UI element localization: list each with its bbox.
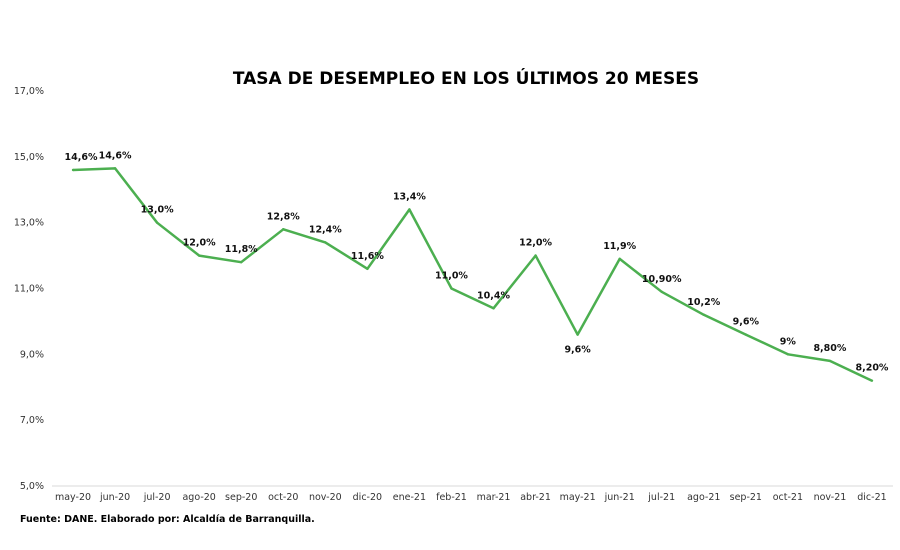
series-unemployment-rate [71,167,874,382]
data-label: 14,6% [99,150,132,161]
data-label: 11,8% [225,244,258,255]
data-label: 10,90% [642,274,682,285]
data-point [744,333,748,336]
x-tick-label: ago-20 [182,492,215,503]
x-tick-label: may-21 [560,492,596,503]
x-tick-label: jul-21 [647,492,675,503]
data-point [71,168,75,172]
x-tick-label: feb-21 [436,492,467,503]
data-point [155,221,159,224]
data-point [576,333,579,336]
data-point [240,260,243,264]
data-point [534,254,537,257]
data-point [113,167,117,170]
data-label: 8,20% [855,363,888,374]
data-label: 12,0% [519,238,552,249]
x-tick-label: sep-21 [730,492,762,503]
y-axis: 5,0% 7,0% 9,0% 11,0% 13,0% 15,0% 17,0% [14,86,44,492]
data-label: 12,4% [309,224,342,235]
y-tick-label: 13,0% [14,218,44,229]
data-point [324,241,327,244]
x-tick-label: ago-21 [687,492,720,503]
x-tick-label: oct-21 [773,492,803,503]
source-note: Fuente: DANE. Elaborado por: Alcaldía de… [20,514,315,525]
y-tick-label: 15,0% [14,152,44,163]
y-tick-label: 9,0% [20,349,44,360]
x-tick-label: ene-21 [393,492,426,503]
data-point [660,290,663,293]
data-label: 9,6% [564,345,591,356]
data-label: 12,8% [267,211,300,222]
data-label: 11,6% [351,251,384,262]
data-label: 11,9% [603,241,636,252]
x-tick-label: jun-20 [99,492,130,503]
x-tick-label: nov-21 [814,492,847,503]
x-tick-label: sep-20 [225,492,257,503]
data-label: 13,0% [141,205,174,216]
data-point [450,287,453,290]
data-label: 12,0% [183,238,216,249]
x-tick-label: oct-20 [268,492,298,503]
data-point [366,267,369,270]
data-point [828,359,832,363]
x-tick-label: may-20 [55,492,91,503]
data-point [197,254,201,257]
y-tick-label: 5,0% [20,481,44,492]
data-labels: 14,6% 14,6% 13,0% 12,0% 11,8% 12,8% 12,4% 11,6%… [65,150,889,373]
data-label: 11,0% [435,271,468,282]
data-point [492,307,495,310]
data-label: 9% [780,336,797,347]
x-tick-label: mar-21 [477,492,511,503]
data-label: 14,6% [65,152,98,163]
x-tick-label: dic-21 [857,492,886,503]
x-tick-label: jun-21 [604,492,635,503]
data-point [408,208,411,211]
x-tick-label: abr-21 [520,492,551,503]
x-tick-label: jul-20 [143,492,171,503]
data-point [870,379,874,382]
y-tick-label: 11,0% [14,284,44,295]
y-tick-label: 17,0% [14,86,44,97]
y-tick-label: 7,0% [20,415,44,426]
data-point [618,257,621,261]
data-label: 9,6% [733,317,760,328]
data-label: 13,4% [393,192,426,203]
data-label: 10,2% [687,297,720,308]
data-label: 10,4% [477,290,510,301]
series-line [72,167,873,382]
chart-title: TASA DE DESEMPLEO EN LOS ÚLTIMOS 20 MESE… [233,67,699,89]
data-point [282,228,285,231]
data-point [702,313,705,317]
x-axis: may-20 jun-20 jul-20 ago-20 sep-20 oct-20 nov-… [55,492,887,503]
data-point [786,353,790,356]
x-tick-label: dic-20 [353,492,382,503]
data-label: 8,80% [813,343,846,354]
x-tick-label: nov-20 [309,492,342,503]
